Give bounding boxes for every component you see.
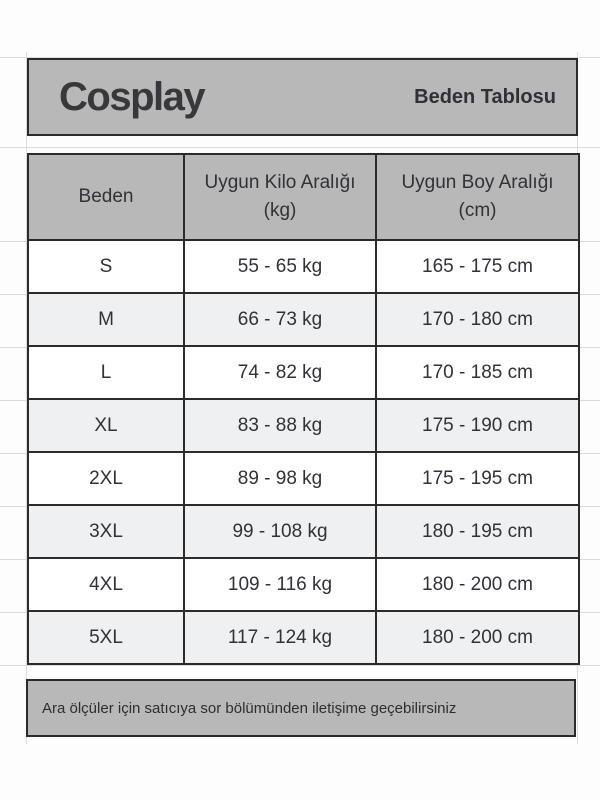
page-title: Beden Tablosu [414,85,556,108]
footer-note-bar: Ara ölçüler için satıcıya sor bölümünden… [26,679,576,737]
size-table-body: S 55 - 65 kg 165 - 175 cm M 66 - 73 kg 1… [27,239,580,665]
weight-cell: 74 - 82 kg [183,345,377,400]
size-cell: L [27,345,185,400]
height-cell: 165 - 175 cm [375,239,580,294]
size-cell: 5XL [27,610,185,665]
gridline [0,147,600,148]
size-cell: 4XL [27,557,185,612]
height-cell: 175 - 190 cm [375,398,580,453]
table-row: XL 83 - 88 kg 175 - 190 cm [27,398,580,453]
weight-cell: 99 - 108 kg [183,504,377,559]
column-header-size: Beden [27,153,185,241]
height-cell: 170 - 185 cm [375,345,580,400]
table-row: 2XL 89 - 98 kg 175 - 195 cm [27,451,580,506]
table-row: 5XL 117 - 124 kg 180 - 200 cm [27,610,580,665]
size-cell: M [27,292,185,347]
weight-cell: 55 - 65 kg [183,239,377,294]
brand-header-bar: Cosplay Beden Tablosu [27,58,578,136]
size-table-header: Beden Uygun Kilo Aralığı (kg) Uygun Boy … [27,153,580,241]
column-header-height: Uygun Boy Aralığı (cm) [375,153,580,241]
size-cell: 3XL [27,504,185,559]
size-table: Beden Uygun Kilo Aralığı (kg) Uygun Boy … [27,153,580,665]
height-cell: 180 - 200 cm [375,557,580,612]
header-row: Beden Uygun Kilo Aralığı (kg) Uygun Boy … [27,153,580,241]
column-header-weight: Uygun Kilo Aralığı (kg) [183,153,377,241]
weight-cell: 89 - 98 kg [183,451,377,506]
gridline [0,57,600,58]
weight-cell: 66 - 73 kg [183,292,377,347]
height-cell: 170 - 180 cm [375,292,580,347]
weight-cell: 83 - 88 kg [183,398,377,453]
size-cell: XL [27,398,185,453]
gridline [26,52,27,744]
footer-note: Ara ölçüler için satıcıya sor bölümünden… [42,699,457,717]
size-cell: S [27,239,185,294]
table-row: S 55 - 65 kg 165 - 175 cm [27,239,580,294]
weight-cell: 109 - 116 kg [183,557,377,612]
table-row: 3XL 99 - 108 kg 180 - 195 cm [27,504,580,559]
weight-cell: 117 - 124 kg [183,610,377,665]
size-cell: 2XL [27,451,185,506]
height-cell: 180 - 195 cm [375,504,580,559]
brand-logo: Cosplay [59,75,206,119]
gridline [0,665,600,666]
table-row: 4XL 109 - 116 kg 180 - 200 cm [27,557,580,612]
table-row: M 66 - 73 kg 170 - 180 cm [27,292,580,347]
table-row: L 74 - 82 kg 170 - 185 cm [27,345,580,400]
height-cell: 175 - 195 cm [375,451,580,506]
height-cell: 180 - 200 cm [375,610,580,665]
